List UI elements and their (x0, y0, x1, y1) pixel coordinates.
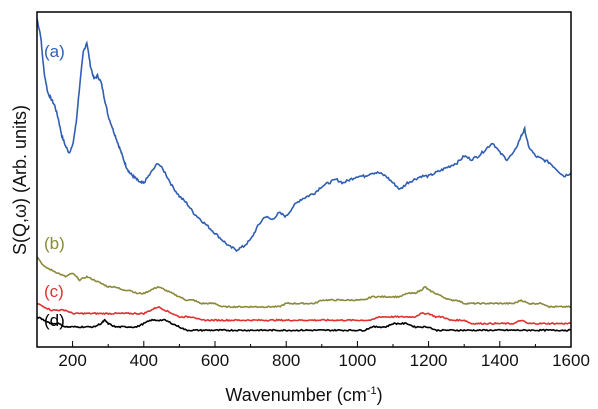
x-tick-label: 600 (201, 351, 229, 370)
x-axis-title-main: Wavenumber (cm (225, 385, 366, 405)
panel-label-2: (b) (44, 234, 65, 253)
panel-labels: (a) (b) (c) (d) (44, 42, 65, 330)
y-axis-title: S(Q,ω) (Arb. units) (10, 105, 30, 255)
plot-frame (36, 11, 572, 348)
panel-label-4: (d) (44, 311, 65, 330)
x-tick-label: 1600 (552, 351, 590, 370)
x-tick-label: 1200 (410, 351, 448, 370)
x-tick-label: 200 (58, 351, 86, 370)
x-tick-label: 400 (130, 351, 158, 370)
x-axis-title: Wavenumber (cm-1) (225, 385, 382, 405)
x-tick-label: 800 (272, 351, 300, 370)
panel-label-3: (c) (44, 282, 64, 301)
x-axis-ticks (36, 341, 572, 347)
plot-area (36, 18, 572, 333)
series-line-4 (36, 316, 572, 333)
series-line-1 (36, 18, 572, 253)
x-tick-label: 1000 (338, 351, 376, 370)
panel-label-1: (a) (44, 42, 65, 61)
x-axis-title-close: ) (377, 385, 383, 405)
series-line-3 (36, 302, 572, 326)
series-line-2 (36, 256, 572, 309)
x-tick-label: 1400 (481, 351, 519, 370)
x-axis-title-sup: -1 (367, 385, 377, 397)
x-axis-tick-labels: 200 400 600 800 1000 1200 1400 1600 (58, 351, 590, 370)
